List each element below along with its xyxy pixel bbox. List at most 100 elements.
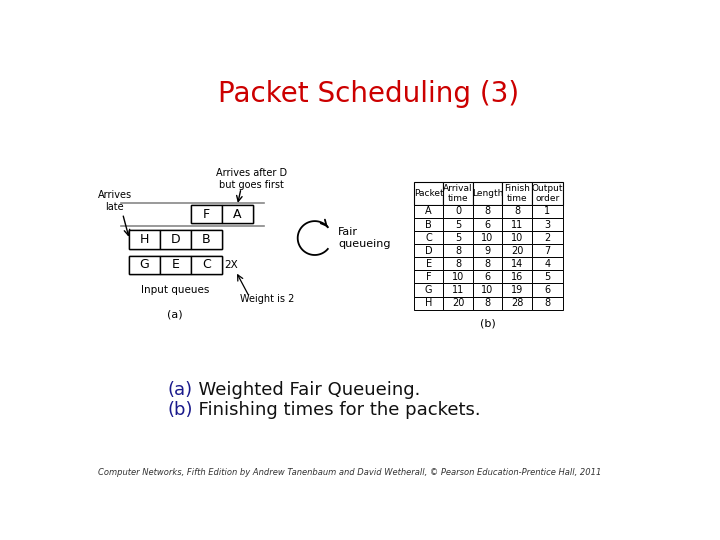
Bar (414, 231, 444, 244)
Text: Arrives
late: Arrives late (98, 190, 132, 212)
Text: A: A (426, 206, 432, 217)
Text: 9: 9 (485, 246, 490, 256)
Bar (191, 256, 222, 274)
Text: 20: 20 (452, 298, 464, 308)
Text: Weighted Fair Queueing.: Weighted Fair Queueing. (187, 381, 420, 399)
Text: B: B (202, 233, 210, 246)
Text: F: F (203, 208, 210, 221)
Text: 28: 28 (510, 298, 523, 308)
Bar (222, 205, 253, 224)
Bar (503, 271, 532, 284)
Text: Output
order: Output order (531, 184, 563, 203)
Bar (160, 231, 191, 249)
Text: 4: 4 (544, 259, 550, 269)
Text: 8: 8 (514, 206, 520, 217)
Text: C: C (426, 233, 432, 242)
Bar (414, 182, 444, 205)
Bar (129, 231, 222, 249)
Text: 5: 5 (544, 272, 550, 282)
Text: (a): (a) (168, 381, 193, 399)
Bar (473, 244, 503, 257)
Text: 10: 10 (482, 233, 494, 242)
Bar (532, 284, 563, 296)
Bar (414, 244, 444, 257)
Text: 10: 10 (511, 233, 523, 242)
Bar (414, 271, 444, 284)
Bar (444, 284, 473, 296)
Text: Fair
queueing: Fair queueing (338, 227, 390, 249)
Text: (a): (a) (168, 309, 183, 320)
Text: Input queues: Input queues (141, 285, 210, 295)
Text: H: H (425, 298, 433, 308)
Text: H: H (140, 233, 149, 246)
Text: 14: 14 (511, 259, 523, 269)
Text: 8: 8 (544, 298, 550, 308)
Bar (444, 257, 473, 271)
Bar (191, 231, 222, 249)
Text: 10: 10 (452, 272, 464, 282)
Bar (414, 218, 444, 231)
Text: 16: 16 (511, 272, 523, 282)
Text: 5: 5 (455, 233, 462, 242)
Bar (473, 296, 503, 309)
Text: (b): (b) (480, 319, 496, 329)
Bar (473, 271, 503, 284)
Bar (503, 205, 532, 218)
Text: E: E (426, 259, 432, 269)
Text: Arrives after D
but goes first: Arrives after D but goes first (215, 168, 287, 190)
Text: G: G (140, 259, 149, 272)
Text: 7: 7 (544, 246, 550, 256)
Bar (414, 284, 444, 296)
Bar (473, 231, 503, 244)
Bar (129, 256, 160, 274)
Text: (b): (b) (168, 401, 193, 418)
Bar (160, 256, 191, 274)
Bar (191, 205, 253, 224)
Bar (503, 296, 532, 309)
Bar (129, 256, 222, 274)
Text: E: E (171, 259, 179, 272)
Bar (473, 284, 503, 296)
Bar (503, 244, 532, 257)
Bar (532, 271, 563, 284)
Text: 6: 6 (544, 285, 550, 295)
Text: G: G (425, 285, 433, 295)
Text: Arrival
time: Arrival time (444, 184, 473, 203)
Bar (414, 296, 444, 309)
Bar (503, 231, 532, 244)
Text: B: B (426, 220, 432, 229)
Text: Packet: Packet (414, 189, 444, 198)
Bar (444, 218, 473, 231)
Bar (191, 205, 222, 224)
Bar (414, 205, 444, 218)
Bar (129, 231, 160, 249)
Text: 6: 6 (485, 272, 490, 282)
Bar (532, 182, 563, 205)
Text: 6: 6 (485, 220, 490, 229)
Text: 8: 8 (485, 259, 490, 269)
Text: Computer Networks, Fifth Edition by Andrew Tanenbaum and David Wetherall, © Pear: Computer Networks, Fifth Edition by Andr… (98, 468, 601, 477)
Bar (503, 257, 532, 271)
Text: 2: 2 (544, 233, 550, 242)
Text: Packet Scheduling (3): Packet Scheduling (3) (218, 80, 520, 108)
Text: 10: 10 (482, 285, 494, 295)
Text: D: D (425, 246, 433, 256)
Bar (532, 231, 563, 244)
Bar (473, 257, 503, 271)
Text: C: C (202, 259, 211, 272)
Bar (444, 271, 473, 284)
Text: 2X: 2X (224, 260, 238, 270)
Bar (444, 231, 473, 244)
Bar (503, 218, 532, 231)
Bar (532, 205, 563, 218)
Bar (444, 244, 473, 257)
Bar (444, 205, 473, 218)
Bar (532, 244, 563, 257)
Bar (444, 182, 473, 205)
Text: 5: 5 (455, 220, 462, 229)
Bar (503, 182, 532, 205)
Bar (444, 296, 473, 309)
Bar (532, 296, 563, 309)
Text: 8: 8 (455, 259, 462, 269)
Text: Weight is 2: Weight is 2 (240, 294, 294, 304)
